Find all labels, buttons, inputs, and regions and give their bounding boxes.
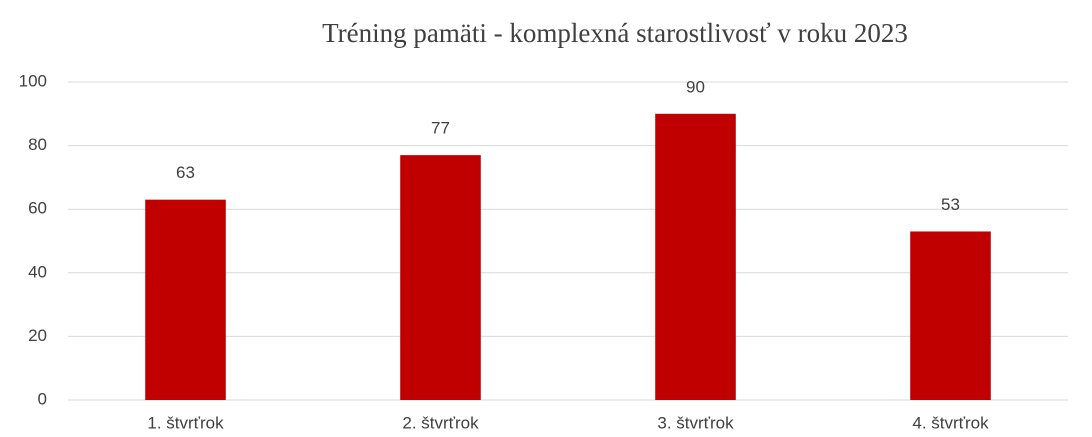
y-tick-label: 60 xyxy=(28,199,47,218)
bar xyxy=(910,231,991,400)
x-tick-label: 1. štvrťrok xyxy=(147,413,224,432)
x-tick-label: 3. štvrťrok xyxy=(657,413,734,432)
y-tick-label: 100 xyxy=(19,71,47,90)
chart-title: Tréning pamäti - komplexná starostlivosť… xyxy=(322,18,908,48)
data-label: 63 xyxy=(176,163,195,182)
data-label: 53 xyxy=(941,195,960,214)
x-tick-label: 2. štvrťrok xyxy=(402,413,479,432)
y-tick-label: 0 xyxy=(38,389,47,408)
data-label: 90 xyxy=(686,77,705,96)
data-label: 77 xyxy=(431,119,450,138)
y-tick-label: 80 xyxy=(28,135,47,154)
y-tick-label: 40 xyxy=(28,262,47,281)
bar xyxy=(655,113,736,401)
bar xyxy=(145,199,226,400)
y-tick-label: 20 xyxy=(28,326,47,345)
x-tick-label: 4. štvrťrok xyxy=(912,413,989,432)
bar xyxy=(400,155,481,400)
